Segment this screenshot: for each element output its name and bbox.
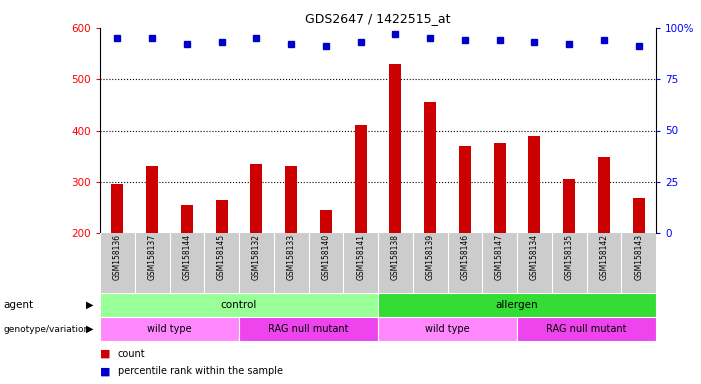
Bar (181, 205, 193, 233)
Bar (170, 233, 204, 293)
Text: allergen: allergen (496, 300, 538, 310)
Bar (378, 317, 517, 341)
Text: count: count (118, 349, 145, 359)
Text: GSM158134: GSM158134 (530, 234, 539, 280)
Bar (146, 166, 158, 233)
Bar (621, 233, 656, 293)
Bar (308, 233, 343, 293)
Bar (413, 233, 447, 293)
Bar (598, 157, 610, 233)
Bar (447, 233, 482, 293)
Text: GSM158133: GSM158133 (287, 234, 296, 280)
Bar (285, 166, 297, 233)
Bar (320, 210, 332, 233)
Bar (239, 317, 378, 341)
Text: GSM158143: GSM158143 (634, 234, 643, 280)
Text: GSM158141: GSM158141 (356, 234, 365, 280)
Bar (239, 233, 274, 293)
Bar (378, 233, 413, 293)
Text: GSM158144: GSM158144 (182, 234, 191, 280)
Bar (529, 136, 540, 233)
Text: GSM158145: GSM158145 (217, 234, 226, 280)
Text: GSM158142: GSM158142 (599, 234, 608, 280)
Bar (517, 233, 552, 293)
Text: ■: ■ (100, 366, 111, 376)
Bar (215, 200, 228, 233)
Text: agent: agent (4, 300, 34, 310)
Bar (389, 64, 402, 233)
Bar (587, 233, 621, 293)
Bar (274, 233, 308, 293)
Text: GSM158147: GSM158147 (495, 234, 504, 280)
Text: GSM158139: GSM158139 (426, 234, 435, 280)
Bar (563, 179, 576, 233)
Text: GSM158137: GSM158137 (148, 234, 156, 280)
Text: control: control (221, 300, 257, 310)
Bar (424, 102, 436, 233)
Text: wild type: wild type (147, 324, 192, 334)
Bar (458, 146, 471, 233)
Bar (552, 233, 587, 293)
Bar (378, 293, 656, 317)
Text: wild type: wild type (426, 324, 470, 334)
Bar (355, 125, 367, 233)
Text: ▶: ▶ (86, 300, 93, 310)
Text: RAG null mutant: RAG null mutant (546, 324, 627, 334)
Text: genotype/variation: genotype/variation (4, 324, 90, 333)
Bar (482, 233, 517, 293)
Text: RAG null mutant: RAG null mutant (268, 324, 349, 334)
Bar (632, 198, 645, 233)
Bar (111, 184, 123, 233)
Title: GDS2647 / 1422515_at: GDS2647 / 1422515_at (305, 12, 451, 25)
Text: GSM158135: GSM158135 (564, 234, 573, 280)
Bar (250, 164, 262, 233)
Bar (204, 233, 239, 293)
Text: GSM158140: GSM158140 (321, 234, 330, 280)
Text: GSM158136: GSM158136 (113, 234, 122, 280)
Bar (135, 233, 170, 293)
Text: GSM158138: GSM158138 (391, 234, 400, 280)
Bar (100, 293, 378, 317)
Text: GSM158146: GSM158146 (461, 234, 470, 280)
Bar (494, 143, 505, 233)
Text: ▶: ▶ (86, 324, 93, 334)
Bar (100, 233, 135, 293)
Text: percentile rank within the sample: percentile rank within the sample (118, 366, 283, 376)
Text: GSM158132: GSM158132 (252, 234, 261, 280)
Bar (343, 233, 378, 293)
Text: ■: ■ (100, 349, 111, 359)
Bar (517, 317, 656, 341)
Bar (100, 317, 239, 341)
